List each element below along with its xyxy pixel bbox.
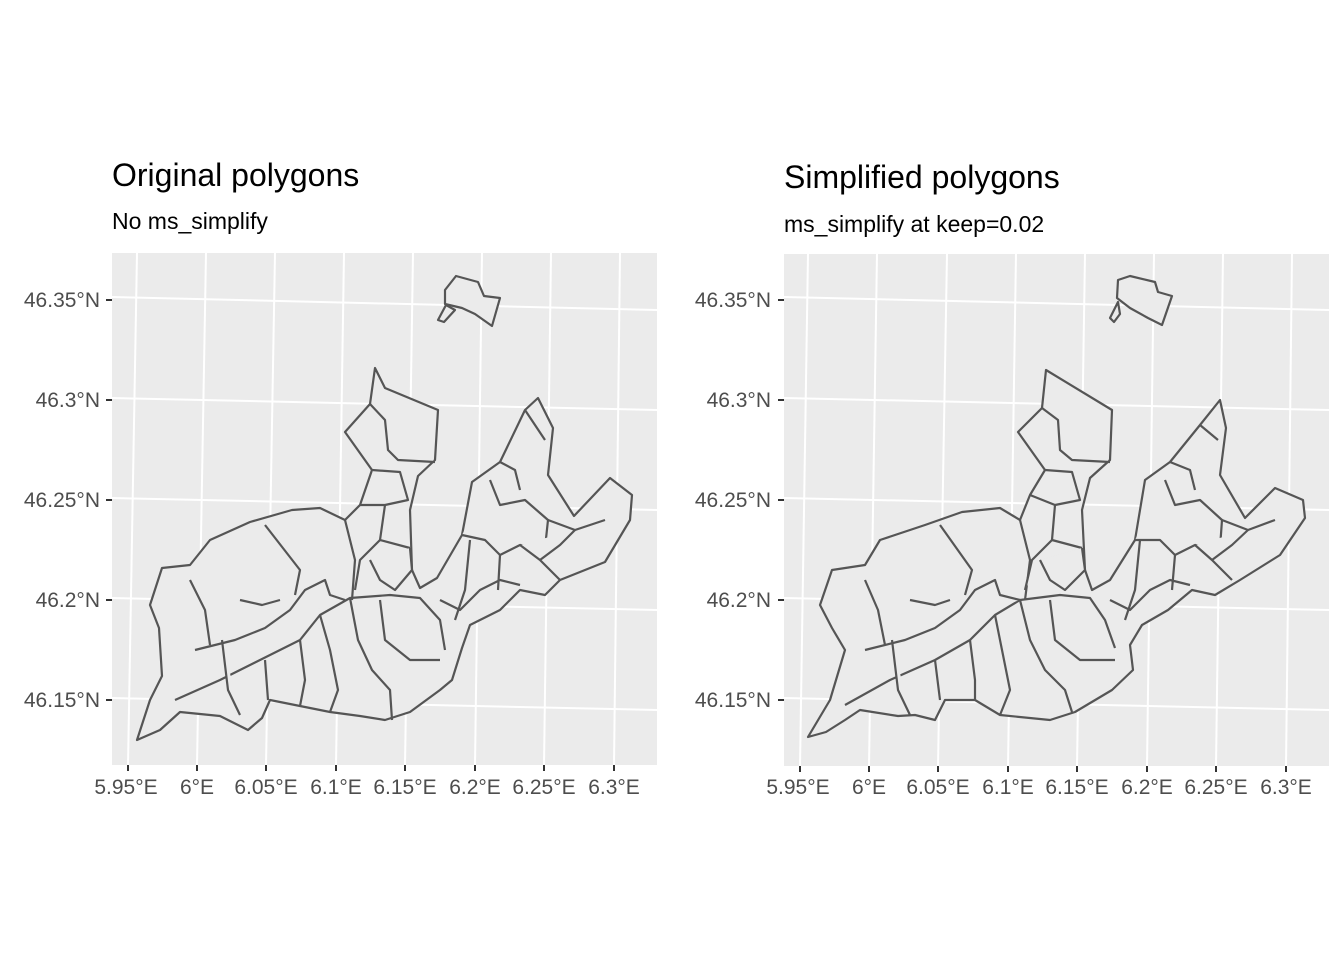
panel-2-boundary-e	[1018, 599, 1115, 713]
panel-1-x-tick-label: 6°E	[180, 776, 214, 799]
panel-1-boundary-g	[439, 518, 606, 621]
panel-2-y-tick-label: 46.2°N	[707, 589, 771, 612]
panel-2-y-tick-label: 46.25°N	[695, 489, 771, 512]
panel-1-boundary-a	[189, 519, 357, 646]
panel-1-boundary-h	[519, 409, 576, 581]
panel-1: 46.35°N 46.3°N 46.25°N 46.2°N 46.15°N 5.…	[24, 252, 658, 799]
panel-1-border-lake	[174, 593, 447, 702]
panel-1-title: Original polygons	[112, 157, 360, 193]
panel-2-subtitle: ms_simplify at keep=0.02	[784, 211, 1045, 237]
panel-1-x-tick-label: 5.95°E	[94, 776, 157, 799]
panel-1-exclave-small	[436, 303, 457, 324]
panel-1-y-tick-label: 46.15°N	[24, 689, 100, 712]
panel-2-x-tick-label: 6.05°E	[906, 776, 969, 799]
panel-1-municipalities	[135, 274, 634, 742]
panel-2-boundary-h	[1194, 424, 1249, 581]
panel-1-y-tick-label: 46.35°N	[24, 289, 100, 312]
panel-2-y-axis: 46.35°N 46.3°N 46.25°N 46.2°N 46.15°N	[695, 289, 784, 712]
panel-2-boundary-b	[1029, 407, 1111, 550]
panel-2-x-tick-label: 6°E	[852, 776, 886, 799]
panel-2-x-axis: 5.95°E 6°E 6.05°E 6.1°E 6.15°E 6.2°E 6.2…	[766, 766, 1312, 799]
panel-1-boundary-d	[220, 614, 340, 716]
panel-1-rhone	[194, 578, 346, 652]
panel-1-y-tick-label: 46.3°N	[36, 389, 100, 412]
panel-1-x-axis: 5.95°E 6°E 6.05°E 6.1°E 6.15°E 6.2°E 6.2…	[94, 765, 640, 799]
panel-2-title: Simplified polygons	[784, 159, 1060, 195]
panel-1-boundary-b	[360, 403, 436, 550]
panel-1-x-tick-label: 6.25°E	[512, 776, 575, 799]
panel-1-exclave	[443, 274, 502, 328]
panel-2-x-tick-label: 6.2°E	[1121, 776, 1173, 799]
panel-2-rhone	[864, 578, 1021, 652]
panel-2: 46.35°N 46.3°N 46.25°N 46.2°N 46.15°N 5.…	[695, 253, 1330, 799]
panel-2-x-tick-label: 5.95°E	[766, 776, 829, 799]
panel-1-subtitle: No ms_simplify	[112, 208, 268, 234]
panel-1-x-tick-label: 6.15°E	[373, 776, 436, 799]
panel-2-boundary-c	[1023, 539, 1087, 592]
panel-2-x-tick-label: 6.1°E	[982, 776, 1034, 799]
panel-2-y-tick-label: 46.3°N	[707, 389, 771, 412]
panel-2-x-tick-label: 6.25°E	[1184, 776, 1247, 799]
panel-2-x-tick-label: 6.3°E	[1260, 776, 1312, 799]
panel-1-boundary-e	[348, 597, 440, 721]
panel-2-municipalities	[806, 274, 1307, 739]
panel-1-x-tick-label: 6.1°E	[310, 776, 362, 799]
panel-2-outline	[806, 368, 1307, 739]
panel-2-x-tick-label: 6.15°E	[1045, 776, 1108, 799]
panel-1-y-tick-label: 46.25°N	[24, 489, 100, 512]
panel-1-x-tick-label: 6.05°E	[234, 776, 297, 799]
panel-2-boundary-g	[1109, 518, 1276, 621]
panel-2-y-tick-label: 46.35°N	[695, 289, 771, 312]
panel-2-boundary-d	[890, 614, 1012, 716]
panel-2-exclave	[1115, 274, 1174, 327]
panel-1-x-tick-label: 6.2°E	[449, 776, 501, 799]
panel-2-y-tick-label: 46.15°N	[695, 689, 771, 712]
panel-1-boundary-c	[353, 539, 414, 592]
panel-2-exclave-small	[1108, 300, 1122, 324]
panel-2-border-lake	[844, 593, 1117, 706]
panel-1-x-tick-label: 6.3°E	[588, 776, 640, 799]
panel-1-y-tick-label: 46.2°N	[36, 589, 100, 612]
panel-2-boundary-a	[863, 519, 1032, 646]
panel-1-y-axis: 46.35°N 46.3°N 46.25°N 46.2°N 46.15°N	[24, 289, 112, 712]
